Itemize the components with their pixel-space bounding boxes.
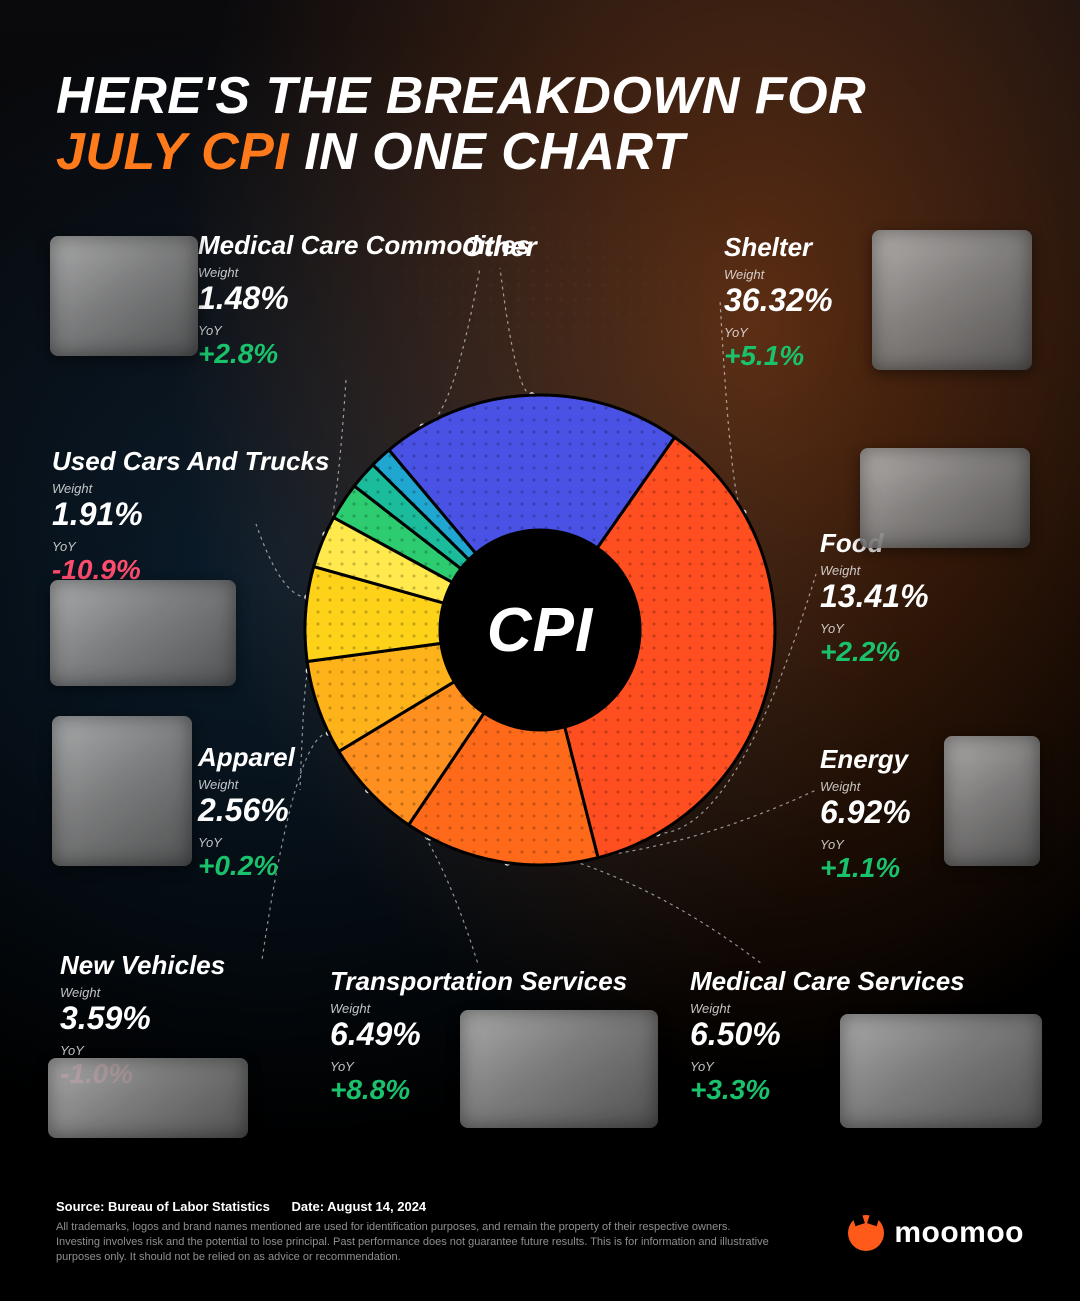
yoy-label: YoY — [724, 325, 833, 340]
illustration-new_vehicles — [48, 1058, 248, 1138]
weight-label: Weight — [60, 985, 225, 1000]
callout-used_cars: Used Cars And TrucksWeight1.91%YoY-10.9% — [52, 448, 329, 586]
illustration-medical_svc — [840, 1014, 1042, 1128]
title-accent: JULY CPI — [56, 123, 289, 181]
donut-chart: CPI — [300, 390, 780, 870]
illustration-shelter — [872, 230, 1032, 370]
yoy-label: YoY — [60, 1043, 225, 1058]
callout-shelter: Shelter Weight36.32% YoY+5.1% — [724, 234, 833, 372]
callout-name: New Vehicles — [60, 952, 225, 979]
callout-name: Medical Care Services — [690, 968, 965, 995]
weight-value: 3.59% — [60, 1000, 225, 1037]
brand-logo-icon — [848, 1215, 884, 1251]
callout-name: Shelter — [724, 234, 833, 261]
callout-energy: Energy Weight6.92% YoY+1.1% — [820, 746, 911, 884]
weight-value: 36.32% — [724, 282, 833, 319]
callout-name: Energy — [820, 746, 911, 773]
weight-label: Weight — [198, 265, 530, 280]
illustration-food — [860, 448, 1030, 548]
donut-center-label: CPI — [300, 390, 780, 870]
yoy-value: +5.1% — [724, 340, 833, 372]
weight-value: 13.41% — [820, 578, 929, 615]
source-value: Bureau of Labor Statistics — [108, 1199, 270, 1214]
yoy-value: +2.8% — [198, 338, 530, 370]
brand: moomoo — [848, 1215, 1024, 1251]
yoy-label: YoY — [198, 323, 530, 338]
yoy-label: YoY — [820, 621, 929, 636]
callout-apparel: Apparel Weight2.56% YoY+0.2% — [198, 744, 295, 882]
callout-name: Medical Care Commodities — [198, 232, 530, 259]
illustration-transport_svc — [460, 1010, 658, 1128]
callout-name: Transportation Services — [330, 968, 627, 995]
yoy-value: +1.1% — [820, 852, 911, 884]
source-label: Source: — [56, 1199, 104, 1214]
callout-name: Apparel — [198, 744, 295, 771]
date-value: August 14, 2024 — [327, 1199, 426, 1214]
yoy-value: +0.2% — [198, 850, 295, 882]
weight-label: Weight — [820, 779, 911, 794]
title-line1: HERE'S THE BREAKDOWN FOR — [56, 67, 866, 125]
weight-label: Weight — [52, 481, 329, 496]
illustration-medical_comm — [50, 236, 198, 356]
illustration-energy — [944, 736, 1040, 866]
illustration-used_cars — [50, 580, 236, 686]
brand-name: moomoo — [894, 1216, 1024, 1250]
weight-label: Weight — [198, 777, 295, 792]
illustration-apparel — [52, 716, 192, 866]
disclaimer: All trademarks, logos and brand names me… — [56, 1220, 776, 1265]
title-line2-rest: IN ONE CHART — [289, 123, 685, 181]
callout-food: FoodWeight13.41%YoY+2.2% — [820, 530, 929, 668]
weight-value: 1.48% — [198, 280, 530, 317]
weight-value: 6.92% — [820, 794, 911, 831]
weight-value: 1.91% — [52, 496, 329, 533]
callout-name: Used Cars And Trucks — [52, 448, 329, 475]
yoy-label: YoY — [198, 835, 295, 850]
weight-label: Weight — [820, 563, 929, 578]
callout-medical_comm: Medical Care Commodities Weight1.48% YoY+2… — [198, 232, 530, 370]
weight-value: 2.56% — [198, 792, 295, 829]
headline: HERE'S THE BREAKDOWN FOR JULY CPI IN ONE… — [56, 68, 1024, 180]
yoy-label: YoY — [52, 539, 329, 554]
date-label: Date: — [292, 1199, 325, 1214]
yoy-label: YoY — [820, 837, 911, 852]
yoy-value: +2.2% — [820, 636, 929, 668]
weight-label: Weight — [724, 267, 833, 282]
